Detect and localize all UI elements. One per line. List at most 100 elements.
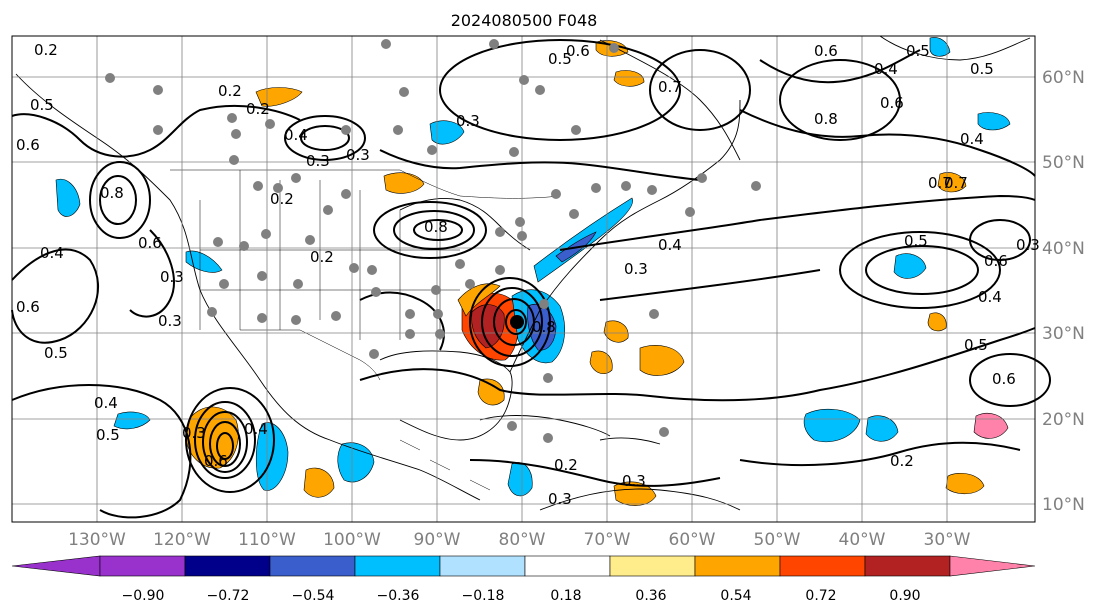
station-dot xyxy=(621,181,631,191)
station-dot xyxy=(455,259,465,269)
lon-label: 60°W xyxy=(669,530,716,550)
storm-center-marker xyxy=(510,315,524,329)
colorbar-extend-high xyxy=(949,555,1036,577)
anomaly-negative xyxy=(893,253,927,279)
station-dot xyxy=(539,299,549,309)
contour-line xyxy=(129,229,175,318)
station-dot xyxy=(543,433,553,443)
station-dot xyxy=(393,125,403,135)
contour-label: 0.2 xyxy=(890,452,914,470)
station-dot xyxy=(349,263,359,273)
contour-line xyxy=(739,109,1036,177)
station-dot xyxy=(551,189,561,199)
station-dot xyxy=(261,229,271,239)
station-dot xyxy=(291,315,301,325)
colorbar-extend-low xyxy=(11,555,101,577)
station-dot xyxy=(219,279,229,289)
contour-ring xyxy=(779,59,901,141)
station-dot xyxy=(697,173,707,183)
lon-label: 80°W xyxy=(499,530,546,550)
station-dot xyxy=(105,73,115,83)
contour-line xyxy=(559,194,1036,251)
contour-label: 0.6 xyxy=(16,136,40,154)
contour-ring xyxy=(493,298,535,346)
anomaly-positive xyxy=(383,172,425,194)
station-dot xyxy=(399,87,409,97)
colorbar-tick-label: −0.18 xyxy=(462,588,505,604)
station-dot xyxy=(253,181,263,191)
colorbar-segment xyxy=(609,555,696,577)
contour-label: 0.4 xyxy=(244,420,268,438)
anomaly-negative xyxy=(185,250,223,273)
contour-line xyxy=(11,248,100,344)
lon-label: 100°W xyxy=(323,530,381,550)
colorbar-segment xyxy=(99,555,186,577)
contour-label: 0.2 xyxy=(246,100,270,118)
contour-label: 0.5 xyxy=(904,232,928,250)
contour-label: 0.5 xyxy=(44,344,68,362)
station-dot xyxy=(273,183,283,193)
contour-label: 0.4 xyxy=(658,236,682,254)
lon-label: 30°W xyxy=(924,530,971,550)
coastline-hispaniola xyxy=(599,437,661,445)
station-dot xyxy=(647,185,657,195)
station-dot xyxy=(231,129,241,139)
coastline-south-america xyxy=(539,488,741,511)
contour-label: 0.4 xyxy=(284,126,308,144)
colorbar-segment xyxy=(694,555,781,577)
station-dot xyxy=(515,217,525,227)
colorbar xyxy=(11,555,1036,577)
contour-ring xyxy=(194,401,256,479)
station-dot xyxy=(427,145,437,155)
anomaly-positive xyxy=(613,481,657,506)
coastline-greenland xyxy=(879,35,1031,61)
lat-label: 40°N xyxy=(1042,239,1085,259)
coastlines xyxy=(15,35,1031,511)
contour-line xyxy=(469,459,721,487)
contour-label: 0.2 xyxy=(218,82,242,100)
contour-labels: 0.2 0.5 0.6 0.8 0.6 0.4 0.5 0.6 0.8 0.6 … xyxy=(16,41,1040,508)
contour-label: 0.6 xyxy=(138,234,162,252)
station-dot xyxy=(659,427,669,437)
lon-label: 50°W xyxy=(754,530,801,550)
station-dot xyxy=(685,207,695,217)
station-dot xyxy=(341,125,351,135)
contour-label: 0.3 xyxy=(1016,236,1040,254)
contour-ring xyxy=(865,245,979,295)
contour-line xyxy=(739,441,1021,467)
anomaly-negative xyxy=(113,411,151,430)
coastline-great-lakes xyxy=(399,198,531,251)
station-dot xyxy=(305,235,315,245)
anomaly-positive xyxy=(613,70,645,87)
contours xyxy=(11,39,1051,519)
border-us-mexico xyxy=(240,329,381,381)
anomaly-positive xyxy=(937,172,967,193)
contour-label: 0.5 xyxy=(96,426,120,444)
coastline-north-america-west xyxy=(15,73,481,501)
contour-label: 0.4 xyxy=(40,244,64,262)
coastline-east xyxy=(509,99,741,373)
lat-label: 20°N xyxy=(1042,410,1085,430)
contour-label: 0.8 xyxy=(100,184,124,202)
contour-label: 0.3 xyxy=(158,312,182,330)
colorbar-segment xyxy=(864,555,951,577)
colorbar-segment xyxy=(184,555,271,577)
contour-label: 0.3 xyxy=(622,472,646,490)
contour-label: 0.3 xyxy=(306,152,330,170)
station-dot xyxy=(465,279,475,289)
contour-label: 0.7 xyxy=(928,174,952,192)
latitude-labels: 60°N 50°N 40°N 30°N 20°N 10°N xyxy=(1042,68,1085,515)
station-dot xyxy=(543,373,553,383)
contour-ring xyxy=(469,277,551,367)
lon-label: 120°W xyxy=(153,530,211,550)
contour-label: 0.5 xyxy=(964,336,988,354)
contour-label: 0.3 xyxy=(182,424,206,442)
lon-label: 90°W xyxy=(414,530,461,550)
station-dot xyxy=(495,227,505,237)
colorbar-tick-label: −0.36 xyxy=(377,588,420,604)
contour-ring xyxy=(373,201,487,259)
contour-label: 0.6 xyxy=(16,298,40,316)
contour-label: 0.6 xyxy=(204,452,228,470)
contour-ring xyxy=(649,49,751,131)
